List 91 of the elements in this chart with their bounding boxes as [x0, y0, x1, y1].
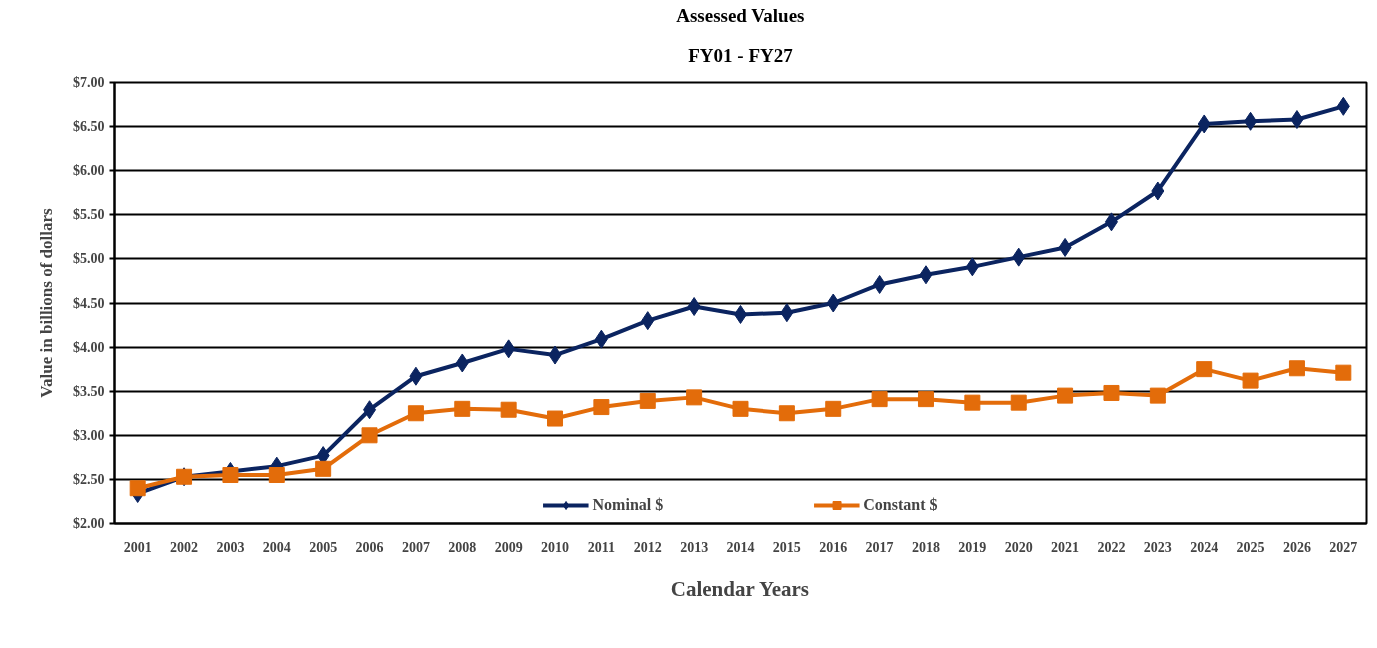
- x-tick-label: 2027: [1329, 539, 1358, 555]
- point: [825, 400, 842, 417]
- y-tick-label: $6.00: [73, 163, 105, 179]
- point: [873, 274, 887, 294]
- point: [593, 399, 610, 416]
- point: [409, 366, 423, 386]
- y-axis-title: Value in billions of dollars: [37, 207, 56, 398]
- point: [1103, 384, 1120, 401]
- point: [641, 311, 655, 331]
- x-tick-label: 2022: [1097, 539, 1126, 555]
- x-tick-label: 2007: [401, 539, 430, 555]
- y-tick-label: $6.50: [73, 119, 105, 135]
- x-tick-label: 2004: [262, 539, 291, 555]
- point: [502, 339, 516, 359]
- point: [686, 389, 703, 406]
- chart-title: Assessed Values: [676, 4, 805, 26]
- x-tick-label: 2001: [123, 539, 152, 555]
- x-tick-label: 2005: [309, 539, 338, 555]
- x-tick-label: 2023: [1143, 539, 1172, 555]
- point: [1288, 360, 1305, 377]
- x-tick-label: 2024: [1190, 539, 1219, 555]
- point: [315, 460, 332, 477]
- point: [500, 401, 517, 418]
- x-tick-label: 2026: [1282, 539, 1311, 555]
- point: [222, 466, 239, 483]
- point: [1197, 114, 1211, 134]
- point: [871, 391, 888, 408]
- x-tick-label: 2012: [633, 539, 662, 555]
- point: [780, 303, 794, 323]
- point: [919, 265, 933, 285]
- x-tick-label: 2015: [772, 539, 801, 555]
- point: [1244, 111, 1258, 131]
- point: [1057, 387, 1074, 404]
- point: [732, 400, 749, 417]
- y-tick-label: $3.50: [73, 383, 105, 399]
- x-tick-label: 2025: [1236, 539, 1265, 555]
- point: [826, 293, 840, 313]
- point: [361, 427, 378, 444]
- x-tick-label: 2017: [865, 539, 894, 555]
- point: [1010, 394, 1027, 411]
- x-tick-label: 2018: [911, 539, 940, 555]
- point: [454, 400, 471, 417]
- point: [964, 394, 981, 411]
- x-tick-label: 2014: [726, 539, 755, 555]
- x-tick-label: 2002: [170, 539, 199, 555]
- point: [407, 405, 424, 422]
- x-tick-label: 2011: [587, 539, 616, 555]
- point: [639, 392, 656, 409]
- point: [687, 297, 701, 317]
- point: [1336, 96, 1350, 116]
- point: [547, 410, 564, 427]
- point: [1149, 387, 1166, 404]
- point: [594, 329, 608, 349]
- y-tick-label: $5.00: [73, 251, 105, 267]
- x-tick-label: 2019: [958, 539, 987, 555]
- point: [1058, 237, 1072, 257]
- point: [363, 400, 377, 420]
- point: [548, 345, 562, 365]
- x-axis-title: Calendar Years: [670, 576, 810, 601]
- point: [1242, 372, 1259, 389]
- x-tick-label: 2006: [355, 539, 384, 555]
- point: [129, 480, 146, 497]
- x-tick-label: 2008: [448, 539, 477, 555]
- point: [268, 466, 285, 483]
- x-tick-label: 2016: [819, 539, 848, 555]
- y-tick-label: $2.50: [73, 471, 105, 487]
- point: [1151, 181, 1165, 201]
- point: [1196, 361, 1213, 378]
- point: [455, 353, 469, 373]
- point: [1104, 212, 1118, 232]
- point: [1335, 364, 1352, 381]
- legend-label: Nominal $: [592, 496, 664, 514]
- x-tick-label: 2013: [680, 539, 709, 555]
- x-tick-label: 2003: [216, 539, 245, 555]
- x-tick-label: 2009: [494, 539, 523, 555]
- point: [1012, 247, 1026, 267]
- chart-subtitle: FY01 - FY27: [688, 44, 794, 66]
- point: [917, 391, 934, 408]
- y-tick-label: $5.50: [73, 207, 105, 223]
- y-tick-label: $3.00: [73, 427, 105, 443]
- point: [1290, 110, 1304, 130]
- y-tick-label: $4.50: [73, 295, 105, 311]
- y-tick-label: $2.00: [73, 516, 105, 531]
- point: [965, 257, 979, 277]
- legend-label: Constant $: [863, 496, 938, 514]
- point: [778, 405, 795, 422]
- x-tick-label: 2020: [1004, 539, 1033, 555]
- x-tick-label: 2010: [541, 539, 570, 555]
- x-tick-label: 2021: [1051, 539, 1080, 555]
- y-tick-label: $7.00: [73, 75, 105, 90]
- y-tick-label: $4.00: [73, 339, 105, 355]
